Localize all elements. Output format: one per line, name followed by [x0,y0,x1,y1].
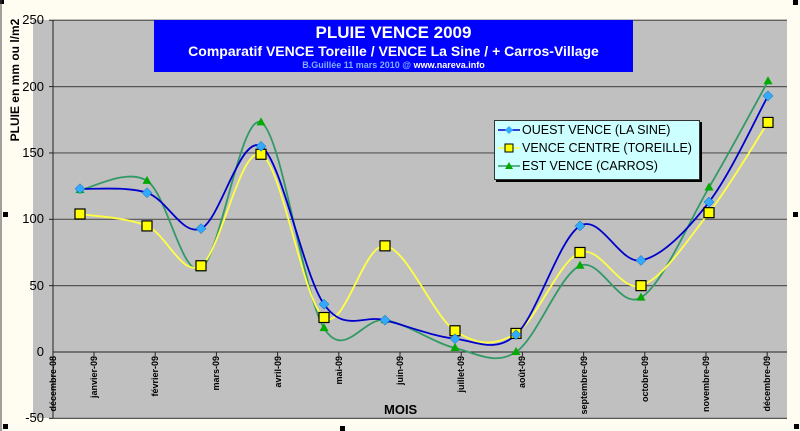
square-marker-icon [74,208,86,220]
triangle-marker-icon [319,323,329,332]
corner-handle[interactable] [0,0,4,4]
diamond-marker-icon [574,220,586,232]
diamond-marker-icon [318,298,330,310]
corner-handle[interactable] [3,424,8,429]
x-tick-label: décembre-09 [762,356,773,412]
square-marker-icon [498,143,520,153]
corner-handle[interactable] [3,212,8,217]
triangle-marker-icon [142,175,152,184]
corner-handle[interactable] [340,426,345,431]
triangle-marker-icon [450,343,460,352]
y-tick-label: 250 [22,12,44,28]
corner-handle[interactable] [793,212,798,217]
triangle-marker-icon [636,292,646,301]
x-tick-label: juin-09 [395,356,405,386]
x-tick-label: juillet-09 [456,356,467,393]
square-marker-icon [379,240,391,252]
x-axis-label: MOIS [384,402,418,417]
legend-item-est: EST VENCE (CARROS) [495,157,699,175]
diamond-marker-icon [762,90,774,102]
x-tick-label: août-09 [517,356,528,389]
chart-credit: B.Guillée 11 mars 2010 @ www.nareva.info [154,60,633,71]
diamond-marker-icon [510,329,522,341]
triangle-marker-icon [704,182,714,191]
legend-item-centre: VENCE CENTRE (TOREILLE) [495,139,699,157]
diamond-marker-icon [74,183,86,195]
x-tick-label: décembre-08 [48,356,58,412]
y-tick-label: 0 [36,344,44,359]
triangle-marker-icon [511,347,521,355]
legend-item-ouest: OUEST VENCE (LA SINE) [495,121,699,139]
chart-title-box: PLUIE VENCE 2009 Comparatif VENCE Toreil… [154,20,633,72]
y-tick-label: 50 [29,277,44,293]
square-marker-icon [141,220,153,232]
x-tick-label: mai-09 [333,356,344,385]
y-tick-label: 100 [22,211,44,227]
square-marker-icon [318,311,330,324]
square-marker-icon [635,280,647,292]
x-tick-label: octobre-09 [639,356,650,403]
y-tick-label: 200 [22,78,44,94]
diamond-marker-icon [195,223,207,234]
legend: OUEST VENCE (LA SINE) VENCE CENTRE (TORE… [494,120,700,180]
square-marker-icon [195,260,207,272]
square-marker-icon [703,207,715,219]
diamond-marker-icon [141,187,153,199]
triangle-marker-icon [575,260,585,269]
x-tick-label: novembre-09 [701,356,711,413]
square-marker-icon [762,116,774,129]
credit-site: www.nareva.info [413,60,485,70]
legend-label: VENCE CENTRE (TOREILLE) [522,141,692,155]
square-marker-icon [574,246,586,259]
diamond-marker-icon [449,333,461,345]
diamond-marker-icon [255,140,267,152]
diamond-marker-icon [703,196,715,208]
x-tick-label: septembre-09 [578,356,589,415]
diamond-marker-icon [635,255,647,266]
x-tick-label: avril-09 [272,356,283,388]
series-lines [74,76,774,360]
y-tick-label: -50 [25,410,44,426]
y-tick-label: 150 [22,144,44,160]
chart-subtitle: Comparatif VENCE Toreille / VENCE La Sin… [188,43,599,59]
triangle-marker-icon [498,162,520,169]
x-tick-label: mars-09 [211,356,222,391]
corner-handle[interactable] [793,0,798,5]
triangle-marker-icon [256,117,266,126]
x-tick-label: janvier-09 [89,356,99,399]
x-tick-label: février-09 [150,356,161,397]
corner-handle[interactable] [794,424,799,429]
triangle-marker-icon [763,76,773,85]
chart-title: PLUIE VENCE 2009 [315,23,472,42]
credit-text: B.Guillée 11 mars 2010 @ [302,60,414,70]
legend-label: OUEST VENCE (LA SINE) [522,123,671,137]
x-tick-marks [52,352,768,356]
diamond-marker-icon [498,126,520,134]
legend-label: EST VENCE (CARROS) [522,159,658,173]
diamond-marker-icon [379,314,391,326]
